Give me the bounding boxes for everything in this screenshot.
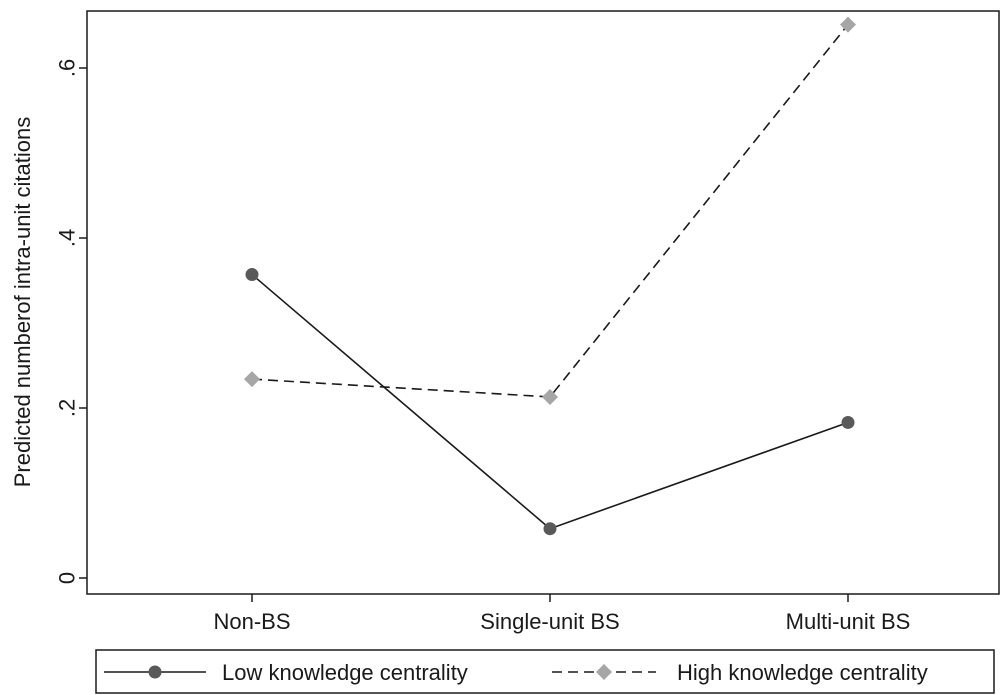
y-axis-title: Predicted numberof intra-unit citations xyxy=(10,117,35,488)
y-tick-label: .6 xyxy=(55,59,80,77)
x-tick-label: Single-unit BS xyxy=(480,609,619,634)
y-tick-label: .2 xyxy=(55,399,80,417)
legend-label: High knowledge centrality xyxy=(677,660,928,685)
series-high-knowledge-centrality xyxy=(244,16,856,405)
legend-entry-low: Low knowledge centrality xyxy=(104,660,468,685)
x-axis: Non-BS Single-unit BS Multi-unit BS xyxy=(213,594,910,634)
series-low-knowledge-centrality xyxy=(245,268,855,536)
data-point xyxy=(841,415,855,429)
y-tick-label: 0 xyxy=(55,572,80,584)
y-tick-label: .4 xyxy=(55,229,80,247)
data-point xyxy=(244,371,260,388)
y-axis: 0 .2 .4 .6 xyxy=(55,59,87,584)
plot-frame xyxy=(86,10,1000,595)
data-point xyxy=(840,16,856,33)
legend-entry-high: High knowledge centrality xyxy=(552,660,928,685)
legend-marker xyxy=(596,664,612,680)
series-layer xyxy=(244,16,856,536)
legend-box xyxy=(95,649,995,694)
legend-marker xyxy=(148,665,162,679)
data-point xyxy=(543,522,557,536)
data-point xyxy=(245,268,259,282)
series-line xyxy=(251,24,849,398)
x-tick-label: Non-BS xyxy=(213,609,290,634)
legend: Low knowledge centrality High knowledge c… xyxy=(95,649,995,694)
legend-label: Low knowledge centrality xyxy=(222,660,468,685)
x-tick-label: Multi-unit BS xyxy=(786,609,911,634)
data-point xyxy=(542,388,558,405)
